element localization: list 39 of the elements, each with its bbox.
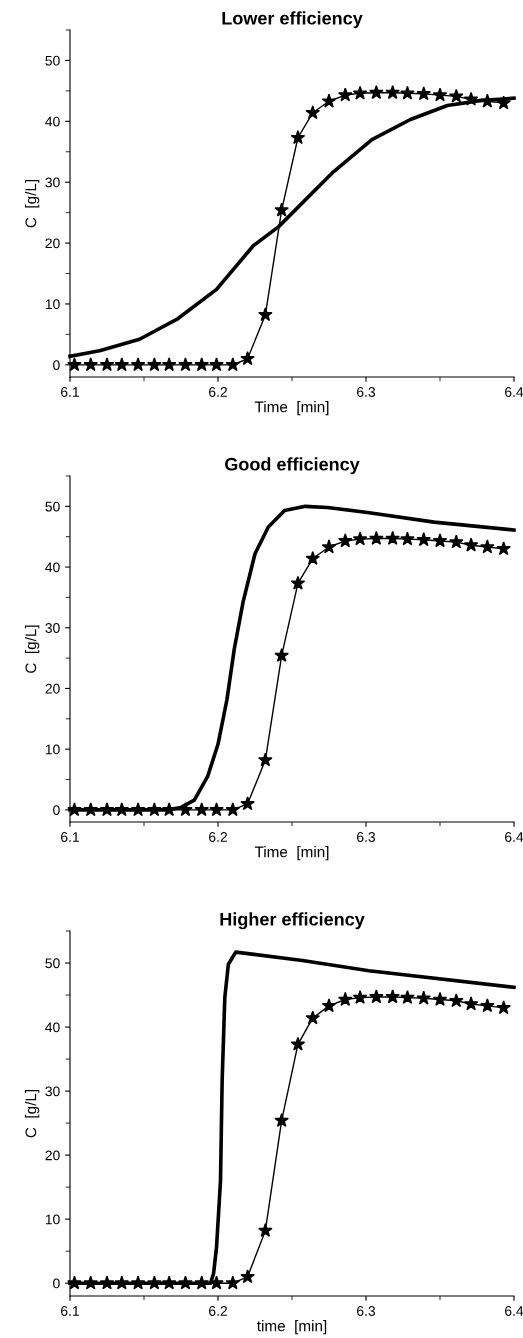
chart-title: Good efficiency	[225, 457, 360, 475]
y-tick-label: 50	[45, 501, 60, 512]
x-axis-title: time [min]	[257, 1320, 327, 1335]
y-tick-label: 40	[45, 1022, 60, 1033]
y-axis-title: C [g/L]	[25, 1089, 40, 1138]
y-axis-title: C [g/L]	[25, 179, 40, 228]
y-tick-label: 20	[45, 1150, 60, 1161]
x-tick-label: 6.4	[505, 1306, 523, 1316]
chart-title: Higher efficiency	[220, 912, 365, 930]
x-tick-label: 6.2	[209, 1306, 227, 1316]
x-tick-label: 6.2	[209, 832, 227, 842]
y-tick-label: 10	[45, 1214, 60, 1225]
y-tick-label: 50	[45, 958, 60, 969]
y-axis-title: C [g/L]	[25, 625, 40, 673]
x-tick-label: 6.4	[505, 832, 523, 842]
x-tick-label: 6.3	[357, 387, 376, 397]
y-tick-label: 30	[45, 1086, 60, 1097]
x-tick-label: 6.3	[357, 832, 376, 842]
y-tick-label: 0	[53, 805, 60, 816]
x-axis-title: Time [min]	[254, 401, 329, 416]
x-axis-title: Time [min]	[254, 846, 329, 861]
y-tick-label: 0	[53, 360, 60, 370]
y-tick-label: 30	[45, 623, 60, 633]
y-tick-label: 20	[45, 683, 60, 694]
x-tick-label: 6.2	[209, 387, 227, 397]
y-tick-label: 50	[45, 55, 60, 66]
y-tick-label: 10	[45, 744, 60, 755]
y-tick-label: 30	[45, 177, 60, 188]
y-tick-label: 20	[45, 238, 60, 249]
y-tick-label: 0	[53, 1278, 60, 1289]
x-tick-label: 6.1	[61, 387, 79, 397]
y-tick-label: 40	[45, 116, 60, 127]
x-tick-label: 6.4	[505, 387, 523, 397]
y-tick-label: 10	[45, 299, 60, 310]
y-tick-label: 40	[45, 562, 60, 573]
chart-title: Lower efficiency	[222, 11, 363, 29]
x-tick-label: 6.3	[357, 1306, 376, 1316]
x-tick-label: 6.1	[61, 832, 79, 842]
x-tick-label: 6.1	[61, 1306, 79, 1316]
